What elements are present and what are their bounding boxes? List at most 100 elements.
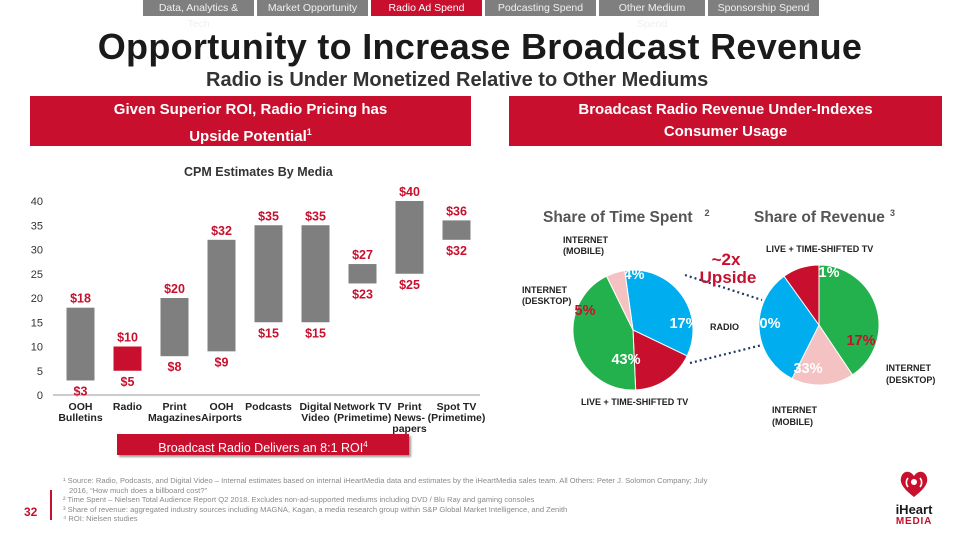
x-category-label: Podcasts <box>245 401 292 413</box>
tab-other-medium-spend[interactable]: Other Medium Spend <box>599 0 705 30</box>
footnote-1: ¹ Source: Radio, Podcasts, and Digital V… <box>63 476 708 485</box>
label-internet-mobile-left: INTERNET (MOBILE) <box>563 235 609 256</box>
bar-1 <box>113 346 142 371</box>
tab-market-opportunity[interactable]: Market Opportunity <box>257 0 368 16</box>
x-category-label: Radio <box>113 401 142 413</box>
time-pie-pct-label: 5% <box>575 303 596 319</box>
footnote-2: ² Time Spent – Nielsen Total Audience Re… <box>63 495 535 505</box>
y-tick-label: 0 <box>37 390 43 402</box>
left-banner-line1: Given Superior ROI, Radio Pricing has <box>113 101 388 118</box>
tab-podcasting-spend[interactable]: Podcasting Spend <box>485 0 596 16</box>
y-tick-label: 15 <box>31 317 43 329</box>
label-internet-mobile-right: INTERNET (MOBILE) <box>772 405 818 427</box>
iheart-logo-icon <box>900 471 928 497</box>
bar-low-label: $15 <box>305 326 326 340</box>
revenue-pie-pct-label: 10% <box>751 316 780 332</box>
roi-text: Broadcast Radio Delivers an 8:1 ROI <box>158 441 364 456</box>
upside-line2: Upside <box>700 268 757 287</box>
upside-line1: ~2x <box>712 250 741 269</box>
y-tick-label: 5 <box>37 366 43 378</box>
label-radio: RADIO <box>710 322 739 332</box>
y-tick-label: 30 <box>31 245 43 257</box>
left-banner-footnote: 1 <box>306 127 312 137</box>
bar-high-label: $40 <box>399 185 420 199</box>
revenue-pie-title-footnote: 3 <box>890 208 895 218</box>
connector-bottom <box>689 343 763 365</box>
time-pie-slice-0 <box>624 269 694 357</box>
footnote-1-cont: 2016, “How much does a billboard cost?” <box>69 485 208 495</box>
revenue-pie-slice-0 <box>818 264 880 376</box>
x-category-label: Spot TV (Primetime) <box>428 401 486 424</box>
section-tabs: Data, Analytics & Tech Market Opportunit… <box>143 0 819 30</box>
x-category-label: OOH Bulletins <box>58 401 102 424</box>
bar-high-label: $35 <box>258 209 279 223</box>
bar-high-label: $36 <box>446 204 467 218</box>
y-tick-label: 35 <box>31 220 43 232</box>
bar-high-label: $10 <box>117 331 138 345</box>
share-pie-charts: Share of Time Spent 234%17%43%5%Share of … <box>522 208 935 427</box>
bar-low-label: $9 <box>215 355 229 369</box>
bar-high-label: $35 <box>305 209 326 223</box>
roi-footnote: 4 <box>363 440 368 449</box>
tab-sponsorship-spend[interactable]: Sponsorship Spend <box>708 0 819 16</box>
bar-6 <box>348 264 377 284</box>
label-internet-desktop-left: INTERNET (DESKTOP) <box>522 285 571 306</box>
iheartmedia-logo: iHeart MEDIA <box>884 469 944 527</box>
bar-0 <box>66 307 95 381</box>
connector-top <box>684 273 763 302</box>
y-tick-label: 20 <box>31 293 43 305</box>
revenue-pie-slice-1 <box>791 324 854 386</box>
x-category-label: Print News-papers <box>392 401 427 435</box>
time-pie-slice-1 <box>632 329 688 391</box>
time-pie-slice-3 <box>605 270 634 331</box>
page-title: Opportunity to Increase Broadcast Revenu… <box>97 26 863 67</box>
time-pie-title-footnote: 2 <box>705 208 710 218</box>
right-banner: Broadcast Radio Revenue Under-Indexes Co… <box>509 96 942 146</box>
logo-subtext: MEDIA <box>895 516 933 527</box>
y-tick-label: 25 <box>31 269 43 281</box>
bar-2 <box>160 298 189 357</box>
x-category-label: OOH Airports <box>201 401 242 424</box>
revenue-pie-pct-label: 33% <box>793 361 822 377</box>
x-category-label: Network TV (Primetime) <box>334 401 392 424</box>
bar-3 <box>207 239 236 352</box>
bar-high-label: $20 <box>164 282 185 296</box>
footnote-3: ³ Share of revenue: aggregated industry … <box>63 504 568 514</box>
y-tick-label: 40 <box>31 196 43 208</box>
logo-wordmark: iHeart <box>895 502 933 517</box>
bar-high-label: $18 <box>70 292 91 306</box>
revenue-pie-title: Share of Revenue <box>754 209 885 226</box>
left-banner: Given Superior ROI, Radio Pricing has Up… <box>30 96 471 146</box>
revenue-pie-slice-2 <box>758 275 820 380</box>
tab-radio-ad-spend[interactable]: Radio Ad Spend <box>371 0 482 16</box>
right-banner-line2: Consumer Usage <box>663 123 788 140</box>
bar-low-label: $5 <box>121 375 135 389</box>
bar-low-label: $8 <box>168 360 182 374</box>
bar-8 <box>442 220 471 240</box>
bar-5 <box>301 225 330 323</box>
label-internet-desktop-right: INTERNET (DESKTOP) <box>886 363 935 385</box>
page-number: 32 <box>24 505 38 519</box>
bar-4 <box>254 225 283 323</box>
y-tick-label: 10 <box>31 342 43 354</box>
cpm-bar-chart: 0 5 10 15 20 25 30 35 40 $18 $3 OOH Bulletins $10 $5 Ra… <box>31 185 486 435</box>
revenue-pie-slice-3 <box>783 264 820 327</box>
revenue-pie-pct-label: 17% <box>846 333 875 349</box>
label-tv-left: LIVE + TIME-SHIFTED TV <box>581 397 688 407</box>
bar-low-label: $25 <box>399 278 420 292</box>
left-banner-line2: Upside Potential <box>189 128 307 145</box>
tab-data-analytics[interactable]: Data, Analytics & Tech <box>143 0 254 30</box>
bar-high-label: $27 <box>352 248 373 262</box>
bar-low-label: $23 <box>352 287 373 301</box>
bar-chart-title: CPM Estimates By Media <box>184 165 333 179</box>
footnotes: ¹ Source: Radio, Podcasts, and Digital V… <box>63 476 823 524</box>
roi-callout: Broadcast Radio Delivers an 8:1 ROI4 <box>117 434 409 455</box>
time-pie-pct-label: 17% <box>669 316 698 332</box>
right-banner-line1: Broadcast Radio Revenue Under-Indexes <box>578 101 873 118</box>
x-category-label: Print Magazines <box>148 401 201 424</box>
bar-7 <box>395 201 424 274</box>
label-tv-right: LIVE + TIME-SHIFTED TV <box>766 244 873 254</box>
page-divider <box>50 490 52 520</box>
time-pie-title: Share of Time Spent <box>543 209 693 226</box>
time-pie-pct-label: 43% <box>611 352 640 368</box>
